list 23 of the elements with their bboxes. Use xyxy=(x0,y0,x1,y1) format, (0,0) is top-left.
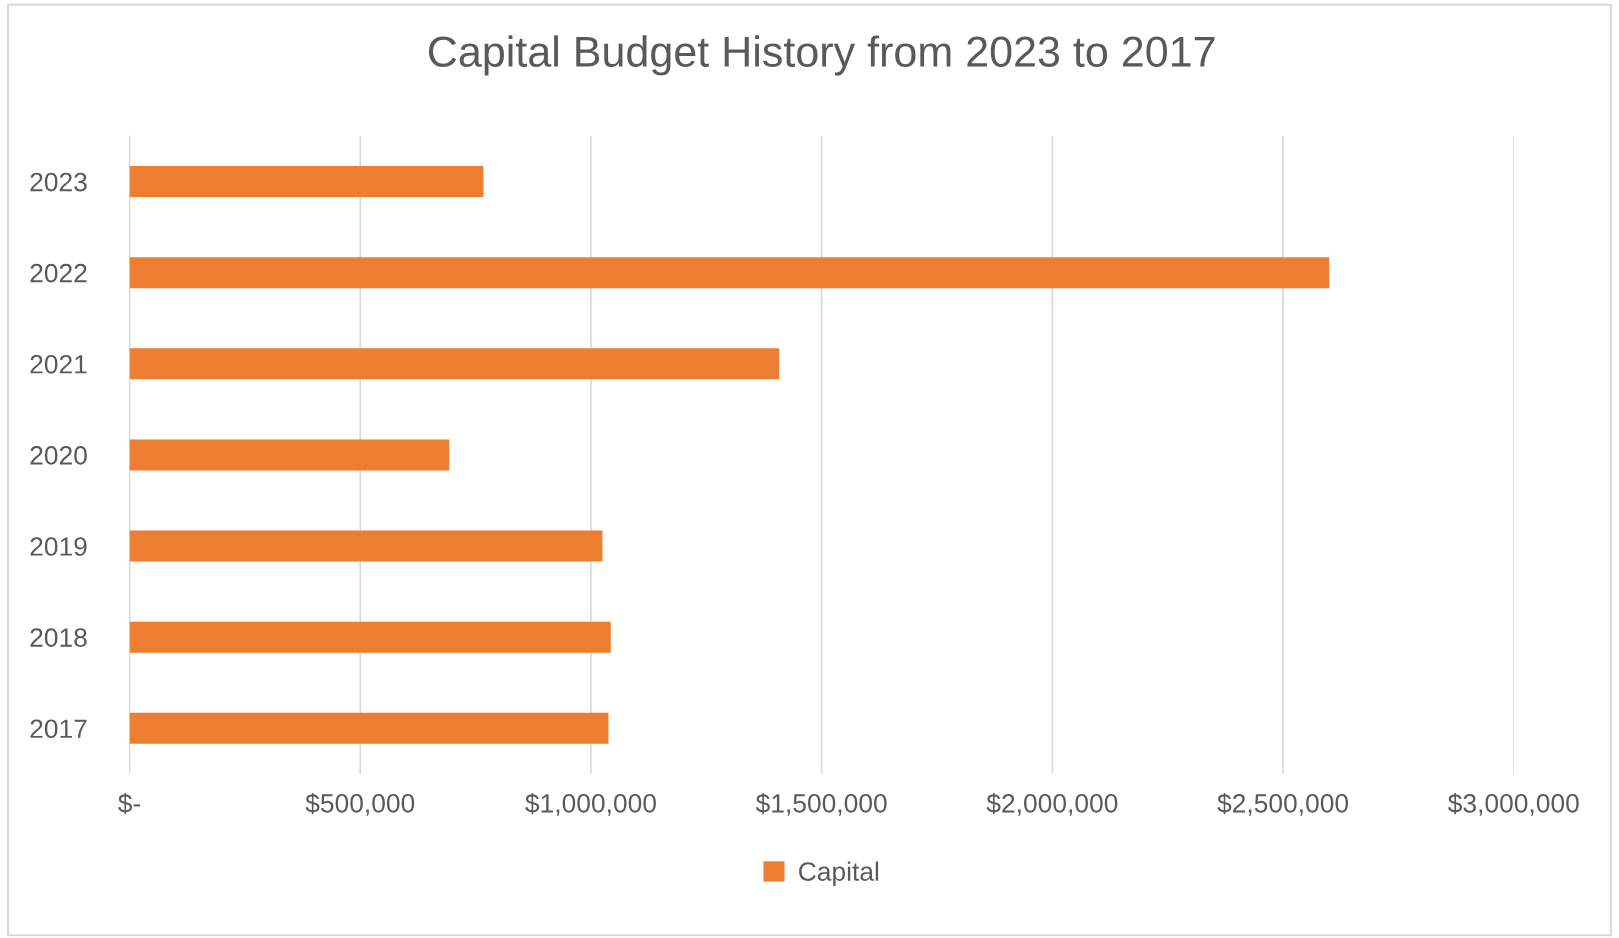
y-tick-label: 2017 xyxy=(30,719,87,739)
x-tick-label: $1,500,000 xyxy=(755,792,887,816)
bar xyxy=(129,348,780,380)
legend-label: Capital xyxy=(799,861,879,887)
x-tick-label: $3,000,000 xyxy=(1448,792,1579,816)
y-tick-label: 2019 xyxy=(30,537,87,556)
y-tick-label: 2020 xyxy=(30,446,87,465)
x-tick-label: $- xyxy=(118,792,141,815)
bar xyxy=(129,621,611,653)
x-tick-label: $1,000,000 xyxy=(525,792,656,816)
x-tick-label: $2,000,000 xyxy=(986,792,1118,816)
y-tick-label: 2023 xyxy=(30,172,87,192)
bar xyxy=(129,712,609,744)
x-tick-label: $500,000 xyxy=(305,792,415,816)
y-tick-label: 2018 xyxy=(30,628,87,647)
chart-title: Capital Budget History from 2023 to 2017 xyxy=(428,35,1215,76)
x-tick-label: $2,500,000 xyxy=(1217,792,1349,816)
bar xyxy=(129,166,484,198)
y-tick-label: 2021 xyxy=(30,354,87,374)
bar xyxy=(129,257,1330,289)
bar xyxy=(129,530,603,562)
bar xyxy=(129,439,450,471)
y-tick-label: 2022 xyxy=(30,263,87,283)
